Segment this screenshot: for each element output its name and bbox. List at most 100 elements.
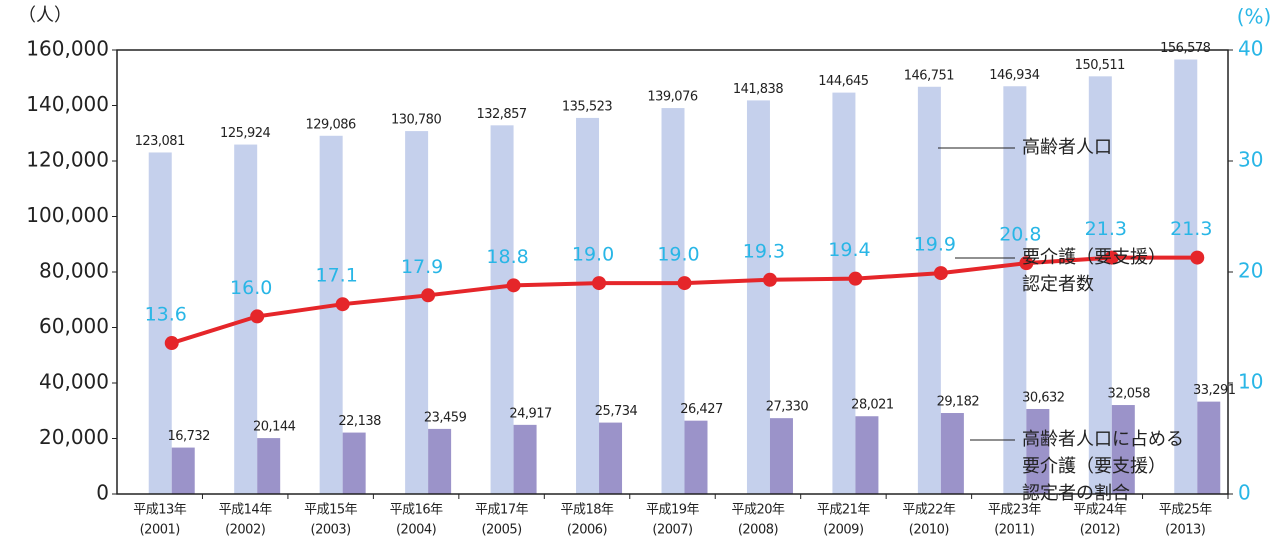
bar-value-label: 26,427 — [680, 402, 723, 417]
line-value-label: 20.8 — [999, 224, 1041, 246]
bar — [1197, 401, 1221, 494]
x-tick-label: 平成17年 — [475, 503, 529, 518]
x-tick-label: 平成16年 — [390, 503, 444, 518]
line-point — [848, 271, 863, 286]
y-tick-label: 0 — [96, 481, 109, 505]
bar — [257, 438, 281, 494]
bar — [342, 432, 366, 494]
line-value-label: 17.9 — [401, 256, 443, 278]
line-value-label: 21.3 — [1170, 218, 1212, 240]
bar — [599, 422, 623, 494]
y2-tick-label: 40 — [1238, 37, 1263, 61]
x-tick-label: 平成15年 — [304, 503, 358, 518]
bar-value-label: 25,734 — [595, 404, 638, 419]
x-tick-label: 平成23年 — [988, 503, 1042, 518]
y-tick-label: 100,000 — [26, 203, 109, 227]
line-point — [421, 288, 436, 303]
x-tick-label: 平成14年 — [219, 503, 273, 518]
bar-value-label: 150,511 — [1075, 58, 1125, 73]
line-point — [762, 272, 777, 287]
bar — [405, 131, 429, 494]
legend-label: 認定者数 — [1022, 274, 1094, 295]
bar-value-label: 129,086 — [306, 117, 356, 132]
legend-label: 高齢者人口に占める — [1022, 429, 1184, 450]
bar — [148, 152, 172, 494]
bar — [1003, 86, 1027, 494]
bar — [576, 117, 600, 494]
bar-value-label: 130,780 — [391, 113, 441, 128]
x-tick-label: (2011) — [994, 523, 1034, 538]
bar — [917, 86, 941, 494]
x-tick-label: 平成20年 — [731, 503, 785, 518]
x-tick-label: 平成24年 — [1073, 503, 1127, 518]
x-tick-label: 平成13年 — [133, 503, 187, 518]
bar — [1111, 405, 1135, 494]
line-point — [164, 336, 179, 351]
x-tick-label: (2006) — [567, 523, 607, 538]
y-tick-label: 120,000 — [26, 148, 109, 172]
bar-value-label: 23,459 — [424, 410, 467, 425]
bar-value-label: 132,857 — [476, 107, 526, 122]
line-value-label: 19.3 — [743, 240, 785, 262]
line-value-label: 19.0 — [657, 244, 699, 266]
line-value-label: 19.9 — [914, 234, 956, 256]
bar-value-label: 30,632 — [1022, 390, 1065, 405]
bar-value-label: 146,934 — [989, 68, 1039, 83]
line-value-label: 16.0 — [230, 277, 272, 299]
bar — [319, 135, 343, 494]
bar-value-label: 135,523 — [562, 99, 612, 114]
bar-value-label: 156,578 — [1160, 41, 1210, 56]
bar — [832, 92, 856, 495]
x-tick-label: (2012) — [1080, 523, 1120, 538]
bar — [855, 416, 879, 494]
y2-tick-label: 0 — [1238, 481, 1251, 505]
bar — [513, 424, 537, 494]
y-tick-label: 140,000 — [26, 92, 109, 116]
line-point — [1190, 250, 1205, 265]
y2-tick-label: 10 — [1238, 370, 1263, 394]
line-value-label: 13.6 — [145, 304, 187, 326]
bar-value-label: 125,924 — [220, 126, 270, 141]
x-tick-label: 平成21年 — [817, 503, 871, 518]
bar-value-label: 123,081 — [135, 134, 185, 149]
bar — [769, 418, 793, 494]
x-tick-label: (2009) — [823, 523, 863, 538]
x-tick-label: 平成22年 — [902, 503, 956, 518]
line-value-label: 21.3 — [1085, 218, 1127, 240]
legend-label: 要介護（要支援） — [1022, 456, 1166, 477]
y-tick-label: 160,000 — [26, 37, 109, 61]
y2-tick-label: 20 — [1238, 259, 1263, 283]
bar-value-label: 146,751 — [904, 68, 954, 83]
bar-value-label: 22,138 — [338, 414, 381, 429]
bar-value-label: 32,058 — [1108, 387, 1151, 402]
x-tick-label: (2002) — [225, 523, 265, 538]
line-point — [677, 276, 692, 291]
line-value-label: 17.1 — [315, 265, 357, 287]
bar — [940, 413, 964, 494]
line-point — [1019, 256, 1034, 271]
line-point — [250, 309, 265, 324]
line-point — [506, 278, 521, 293]
plot-frame — [116, 49, 1229, 495]
bar-value-label: 144,645 — [818, 74, 868, 89]
line-value-label: 19.4 — [828, 239, 870, 261]
bar — [1174, 59, 1198, 494]
y-tick-label: 40,000 — [39, 370, 109, 394]
legend-label: 要介護（要支援） — [1022, 247, 1166, 268]
bar — [684, 420, 708, 494]
bar — [171, 447, 195, 494]
y-tick-label: 20,000 — [39, 425, 109, 449]
bar-value-label: 28,021 — [851, 398, 894, 413]
bar — [428, 428, 452, 494]
bar-value-label: 16,732 — [167, 429, 210, 444]
bar-value-label: 29,182 — [937, 395, 980, 410]
line-value-label: 19.0 — [572, 244, 614, 266]
y-unit: （人） — [18, 5, 72, 26]
line-value-label: 18.8 — [486, 246, 528, 268]
x-tick-label: (2013) — [1165, 523, 1205, 538]
bar — [1026, 408, 1050, 494]
bar-value-label: 27,330 — [766, 400, 809, 415]
bar — [661, 108, 685, 495]
legend-label: 認定者の割合 — [1022, 483, 1130, 504]
